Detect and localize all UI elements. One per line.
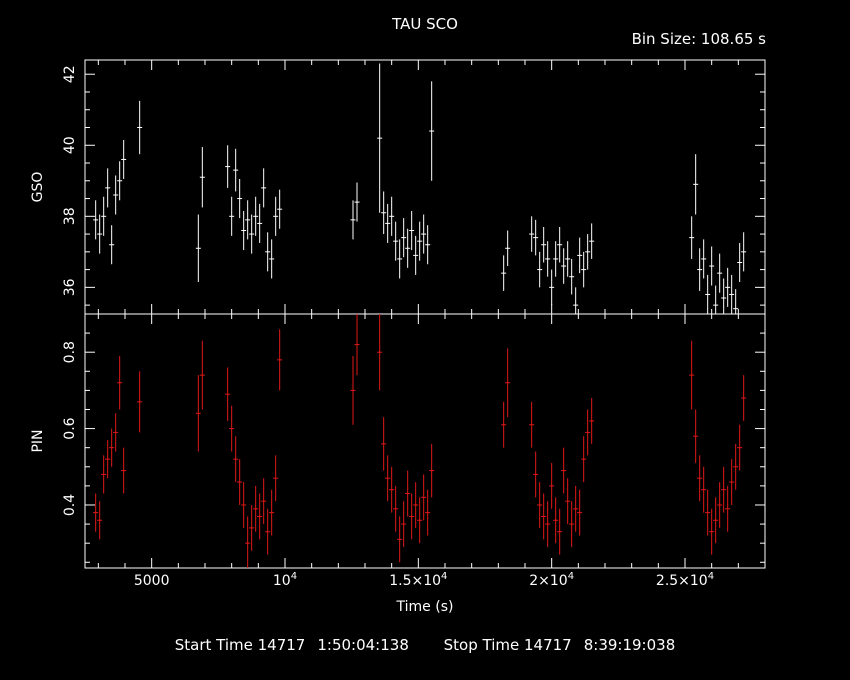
xtick-label: 5000	[134, 573, 170, 589]
gso-panel: 36 38 40 42 GSO	[30, 59, 766, 315]
gso-ytick-label: 40	[62, 136, 78, 154]
bin-size-label: Bin Size: 108.65 s	[631, 30, 766, 48]
gso-series	[93, 63, 747, 314]
xtick-label: 2×104	[529, 571, 574, 589]
start-time-label: Start Time 14717	[174, 636, 306, 654]
time-range-footer: Start Time 14717 1:50:04:138 Stop Time 14…	[0, 636, 850, 654]
xtick-label: 104	[273, 571, 297, 589]
gso-ytick-label: 42	[62, 65, 78, 83]
plot-title: TAU SCO	[392, 15, 458, 33]
xtick-label: 2.5×104	[656, 571, 714, 589]
x-axis-label: Time (s)	[396, 599, 454, 615]
stop-time-value: 8:39:19:038	[583, 636, 676, 654]
gso-ylabel: GSO	[30, 172, 46, 203]
pin-frame	[84, 313, 766, 569]
pin-ytick-label: 0.8	[62, 341, 78, 363]
gso-ytick-label: 36	[62, 278, 78, 296]
pin-ylabel: PIN	[30, 429, 46, 452]
pin-ytick-label: 0.4	[62, 494, 78, 516]
gso-frame	[84, 59, 766, 315]
xtick-label: 1.5×104	[389, 571, 447, 589]
pin-ytick-label: 0.6	[62, 417, 78, 439]
pin-panel: 0.4 0.6 0.8 PIN 5000 104 1.5×104 2×104 2.5×104 Ti…	[30, 313, 766, 615]
pin-series	[93, 314, 747, 568]
gso-ytick-label: 38	[62, 207, 78, 225]
start-time-value: 1:50:04:138	[317, 636, 409, 654]
stop-time-label: Stop Time 14717	[443, 636, 572, 654]
